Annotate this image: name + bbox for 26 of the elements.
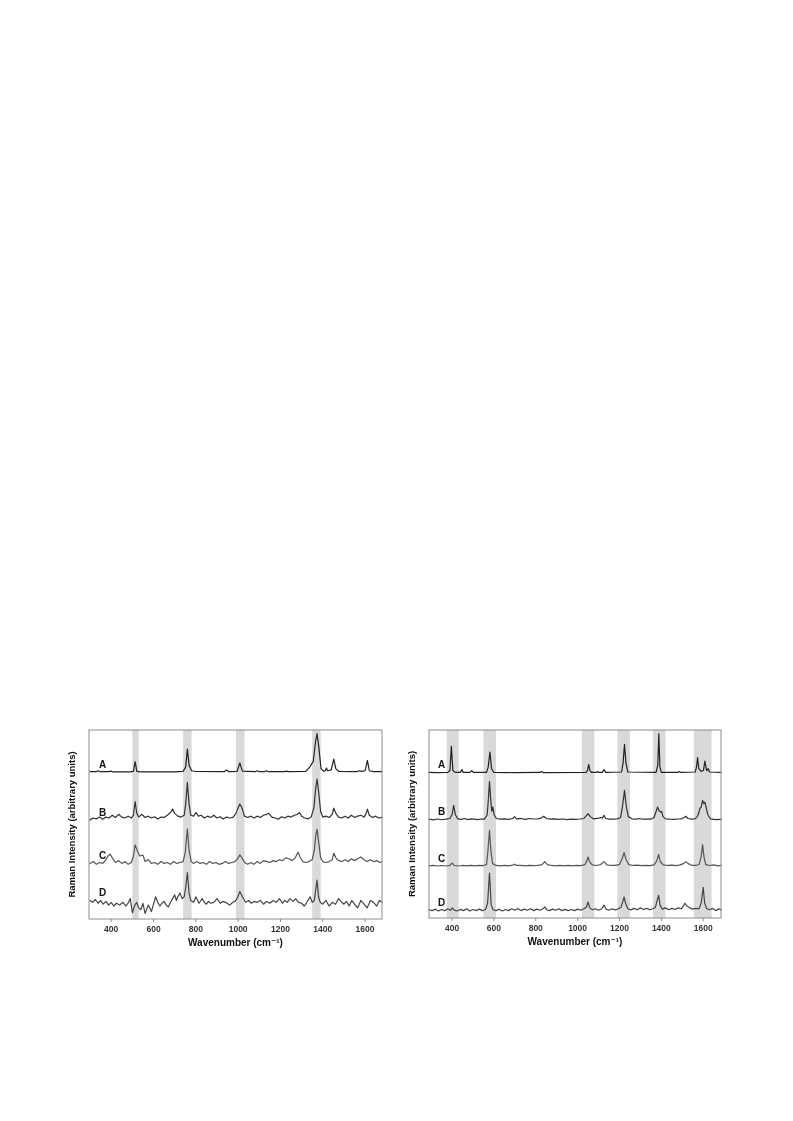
x-axis-title: Wavenumber (cm⁻¹) <box>188 937 283 948</box>
series-label: D <box>438 896 446 908</box>
x-tick-label: 1000 <box>568 923 588 933</box>
series-label: C <box>99 850 107 862</box>
x-tick-label: 600 <box>486 923 502 933</box>
x-tick-label: 600 <box>146 924 161 934</box>
series-label: B <box>99 806 107 818</box>
x-axis-title: Wavenumber (cm⁻¹) <box>527 936 623 947</box>
x-tick-label: 1400 <box>313 924 333 934</box>
series-label: D <box>99 887 107 899</box>
series-label: B <box>438 806 446 818</box>
x-tick-label: 400 <box>444 923 460 933</box>
x-tick-label: 800 <box>188 924 204 934</box>
x-tick-label: 400 <box>104 924 119 934</box>
x-tick-label: 1000 <box>228 924 248 934</box>
x-tick-label: 1400 <box>651 923 672 933</box>
y-axis-title: Raman Intensity (arbitrary units) <box>66 751 77 898</box>
series-label: C <box>438 852 446 864</box>
x-tick-label: 800 <box>528 923 544 933</box>
series-label: A <box>438 759 446 771</box>
y-axis-title: Raman Intensity (arbitrary units) <box>406 750 417 898</box>
x-tick-label: 1200 <box>610 923 630 933</box>
x-tick-label: 1600 <box>355 924 375 934</box>
series-label: A <box>99 758 107 770</box>
x-tick-label: 1600 <box>693 923 713 933</box>
x-tick-label: 1200 <box>270 924 291 934</box>
